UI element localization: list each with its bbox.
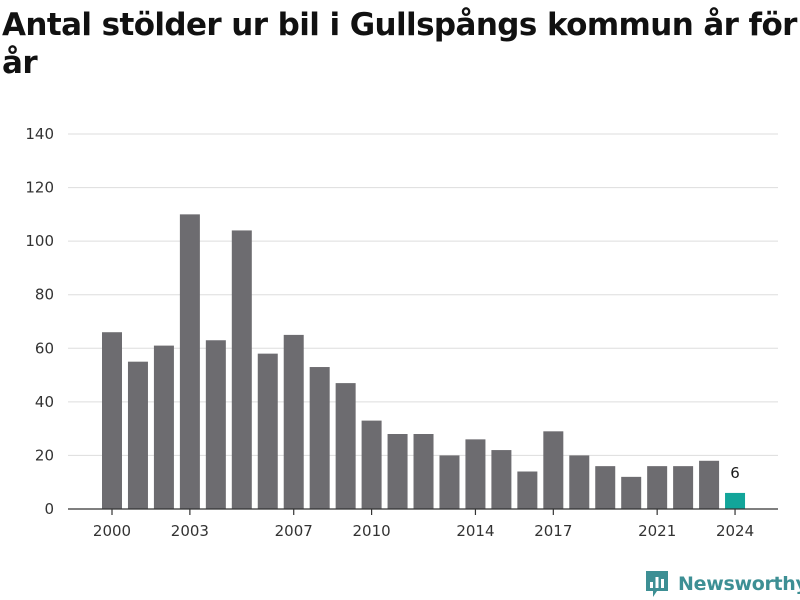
chart-title: Antal stölder ur bil i Gullspångs kommun… xyxy=(2,7,797,81)
x-tick-label: 2024 xyxy=(716,522,754,540)
bar-2017 xyxy=(543,431,564,509)
bar-2007 xyxy=(283,334,304,509)
bar-2002 xyxy=(153,345,174,509)
y-axis-ticks: 0 20 40 60 80 100 120 140 xyxy=(25,125,54,518)
bar-2008 xyxy=(309,367,330,509)
bar-2014 xyxy=(465,439,486,509)
bar-2012 xyxy=(413,434,434,509)
bar-2021 xyxy=(647,466,668,509)
y-tick-label: 0 xyxy=(44,500,54,518)
bar-2009 xyxy=(335,383,356,509)
bar-2019 xyxy=(595,466,616,509)
bar-2011 xyxy=(387,434,408,509)
bar-2013 xyxy=(439,455,460,509)
y-tick-label: 40 xyxy=(35,393,54,411)
bar-2018 xyxy=(569,455,590,509)
bar-2024 xyxy=(725,492,746,509)
bar-2010 xyxy=(361,420,382,509)
x-tick-label: 2007 xyxy=(275,522,313,540)
y-tick-label: 60 xyxy=(35,339,54,357)
x-tick-label: 2021 xyxy=(638,522,676,540)
bar-2001 xyxy=(127,361,148,509)
data-labels: 6 xyxy=(730,464,740,482)
bar-2006 xyxy=(257,353,278,509)
brand-logo: Newsworthy xyxy=(644,568,800,600)
bar-chart-logo-icon xyxy=(646,571,668,597)
x-tick-label: 2014 xyxy=(456,522,494,540)
y-tick-label: 20 xyxy=(35,446,54,464)
bars xyxy=(102,214,746,509)
data-label-2024: 6 xyxy=(730,464,740,482)
y-tick-label: 80 xyxy=(35,286,54,304)
bar-2004 xyxy=(205,340,226,509)
bar-2003 xyxy=(179,214,200,509)
gridlines xyxy=(68,133,778,456)
brand-name: Newsworthy xyxy=(678,573,800,595)
bar-2015 xyxy=(491,450,512,509)
y-tick-label: 140 xyxy=(25,125,54,143)
bar-2020 xyxy=(621,476,642,509)
x-tick-label: 2010 xyxy=(353,522,391,540)
bar-2000 xyxy=(102,332,122,509)
x-tick-label: 2017 xyxy=(534,522,572,540)
bar-2005 xyxy=(231,230,252,509)
x-axis: 2000 2003 2007 2010 2014 2017 2021 2024 xyxy=(68,508,778,540)
x-tick-label: 2000 xyxy=(93,522,131,540)
x-tick-label: 2003 xyxy=(171,522,209,540)
bar-2016 xyxy=(517,471,538,509)
y-tick-label: 100 xyxy=(25,232,54,250)
bar-2022 xyxy=(673,466,694,509)
bar-2023 xyxy=(699,460,720,509)
y-tick-label: 120 xyxy=(25,179,54,197)
